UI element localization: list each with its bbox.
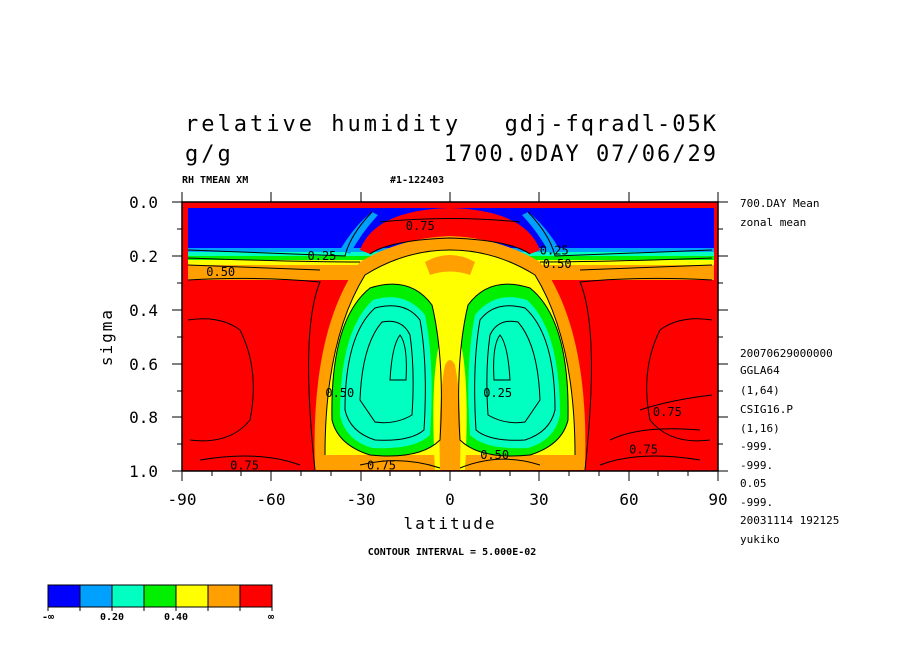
contour-label: 0.75	[653, 405, 682, 419]
fill-core-teal-right	[468, 297, 560, 449]
subtitle-right: #1-122403	[390, 175, 444, 186]
y-tick-label: 0.6	[129, 355, 158, 374]
side-info-top: 700.DAY Mean zonal mean	[740, 197, 819, 229]
x-tick-label: 30	[529, 490, 548, 509]
contour-label: 0.50	[325, 386, 354, 400]
side-info-line: -999.	[740, 496, 773, 509]
side-info-line: CSIG16.P	[740, 403, 793, 416]
x-tick-label: -30	[347, 490, 376, 509]
side-info-line: 0.05	[740, 477, 767, 490]
side-info-line: GGLA64	[740, 364, 780, 377]
side-info-line: 20031114 192125	[740, 514, 839, 527]
contour-label: 0.75	[406, 219, 435, 233]
colorbar-label: ∞	[268, 612, 274, 623]
x-axis-label: latitude	[403, 514, 496, 533]
fill-cap-orange	[425, 255, 475, 275]
x-tick-label: 60	[619, 490, 638, 509]
contour-label: 0.75	[230, 459, 259, 473]
contour-label: 0.50	[480, 448, 509, 462]
contour-interval-label: CONTOUR INTERVAL = 5.000E-02	[368, 547, 537, 558]
contour-label: 0.25	[483, 386, 512, 400]
side-info-line: (1,64)	[740, 384, 780, 397]
side-info-bottom: 20070629000000 GGLA64 (1,64) CSIG16.P (1…	[740, 347, 839, 546]
colorbar-swatch	[144, 585, 176, 607]
colorbar-swatch	[48, 585, 80, 607]
title-line1-right: gdj-fqradl-05K	[505, 112, 718, 137]
contour-label: 0.75	[629, 442, 658, 456]
colorbar-swatch	[208, 585, 240, 607]
colorbar-label: 0.40	[164, 612, 188, 623]
colorbar-swatch	[176, 585, 208, 607]
title-line2-left: g/g	[185, 142, 234, 167]
colorbar-label: 0.20	[100, 612, 124, 623]
title-line2-right: 1700.0DAY 07/06/29	[444, 142, 718, 167]
y-tick-labels: 0.0 0.2 0.4 0.6 0.8 1.0	[129, 193, 158, 481]
x-tick-label: 90	[708, 490, 727, 509]
y-tick-label: 0.8	[129, 408, 158, 427]
side-info-line: yukiko	[740, 533, 780, 546]
contour-lines	[187, 211, 713, 471]
plot-area	[182, 202, 718, 471]
contour-label: 0.50	[206, 265, 235, 279]
y-tick-label: 0.2	[129, 247, 158, 266]
fill-core-teal-left	[340, 297, 432, 449]
colorbar-labels: -∞ 0.20 0.40 ∞	[42, 612, 274, 623]
x-tick-labels: -90 -60 -30 0 30 60 90	[168, 490, 728, 509]
x-tick-label: 0	[445, 490, 455, 509]
side-info-line: -999.	[740, 459, 773, 472]
contour-label: 0.50	[543, 257, 572, 271]
y-tick-label: 1.0	[129, 462, 158, 481]
side-info-line: zonal mean	[740, 216, 806, 229]
y-tick-label: 0.4	[129, 301, 158, 320]
subtitle-left: RH TMEAN XM	[182, 175, 248, 186]
side-info-line: -999.	[740, 440, 773, 453]
side-info-line: (1,16)	[740, 422, 780, 435]
y-tick-label: 0.0	[129, 193, 158, 212]
x-axis-ticks	[181, 192, 719, 481]
x-tick-label: -60	[257, 490, 286, 509]
contour-label: 0.25	[308, 249, 337, 263]
side-info-line: 20070629000000	[740, 347, 833, 360]
title-line1-left: relative humidity	[185, 112, 461, 137]
colorbar-swatch	[112, 585, 144, 607]
side-info-line: 700.DAY Mean	[740, 197, 819, 210]
colorbar-swatch	[80, 585, 112, 607]
contour-label: 0.75	[367, 459, 396, 473]
x-tick-label: -90	[168, 490, 197, 509]
y-axis-label: sigma	[97, 308, 116, 366]
colorbar-label: -∞	[42, 612, 54, 623]
colorbar-swatch	[240, 585, 272, 607]
colorbar	[47, 584, 273, 611]
contour-label: 0.25	[540, 243, 569, 257]
y-axis-ticks	[172, 201, 728, 472]
fill-equator-orange	[439, 360, 461, 470]
contour-labels: 0.750.250.500.250.500.50 0.250.750.750.50…	[206, 219, 682, 472]
